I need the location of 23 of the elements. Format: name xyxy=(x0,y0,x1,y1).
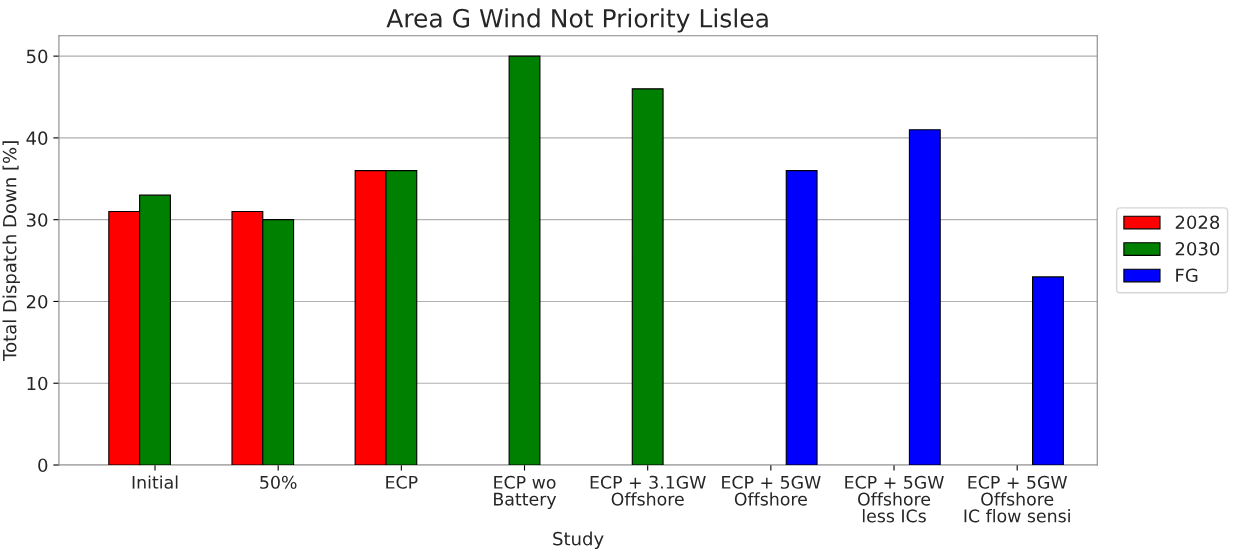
legend-label: 2028 xyxy=(1175,215,1220,230)
x-tick-label: ECP xyxy=(386,475,418,489)
bar xyxy=(785,170,818,465)
y-tick-label: 20 xyxy=(26,294,48,309)
bar xyxy=(908,129,941,465)
y-tick-label: 30 xyxy=(26,213,48,227)
legend-label: 2030 xyxy=(1175,241,1220,256)
x-tick-label: Initial xyxy=(132,475,178,489)
y-tick-label: 10 xyxy=(27,376,48,391)
x-axis-title: Study xyxy=(553,531,604,549)
x-tick-label: ECP + 3.1GW Offshore xyxy=(590,475,706,506)
x-tick-label: ECP wo Battery xyxy=(494,475,557,510)
legend-label: FG xyxy=(1176,268,1198,283)
x-tick-label: 50% xyxy=(260,475,297,489)
y-tick-label: 40 xyxy=(26,131,48,146)
x-tick-label: ECP + 5GW Offshore IC flow sensi xyxy=(964,475,1070,523)
x-tick-label: ECP + 5GW Offshore less ICs xyxy=(845,475,944,523)
y-tick-label: 0 xyxy=(38,458,48,473)
y-axis-title: Total Dispatch Down [%] xyxy=(2,141,20,361)
chart-title: Area G Wind Not Priority Lislea xyxy=(386,8,768,33)
bar xyxy=(1032,276,1064,465)
x-tick-label: ECP + 5GW Offshore xyxy=(722,475,821,506)
y-tick-label: 50 xyxy=(26,49,48,64)
